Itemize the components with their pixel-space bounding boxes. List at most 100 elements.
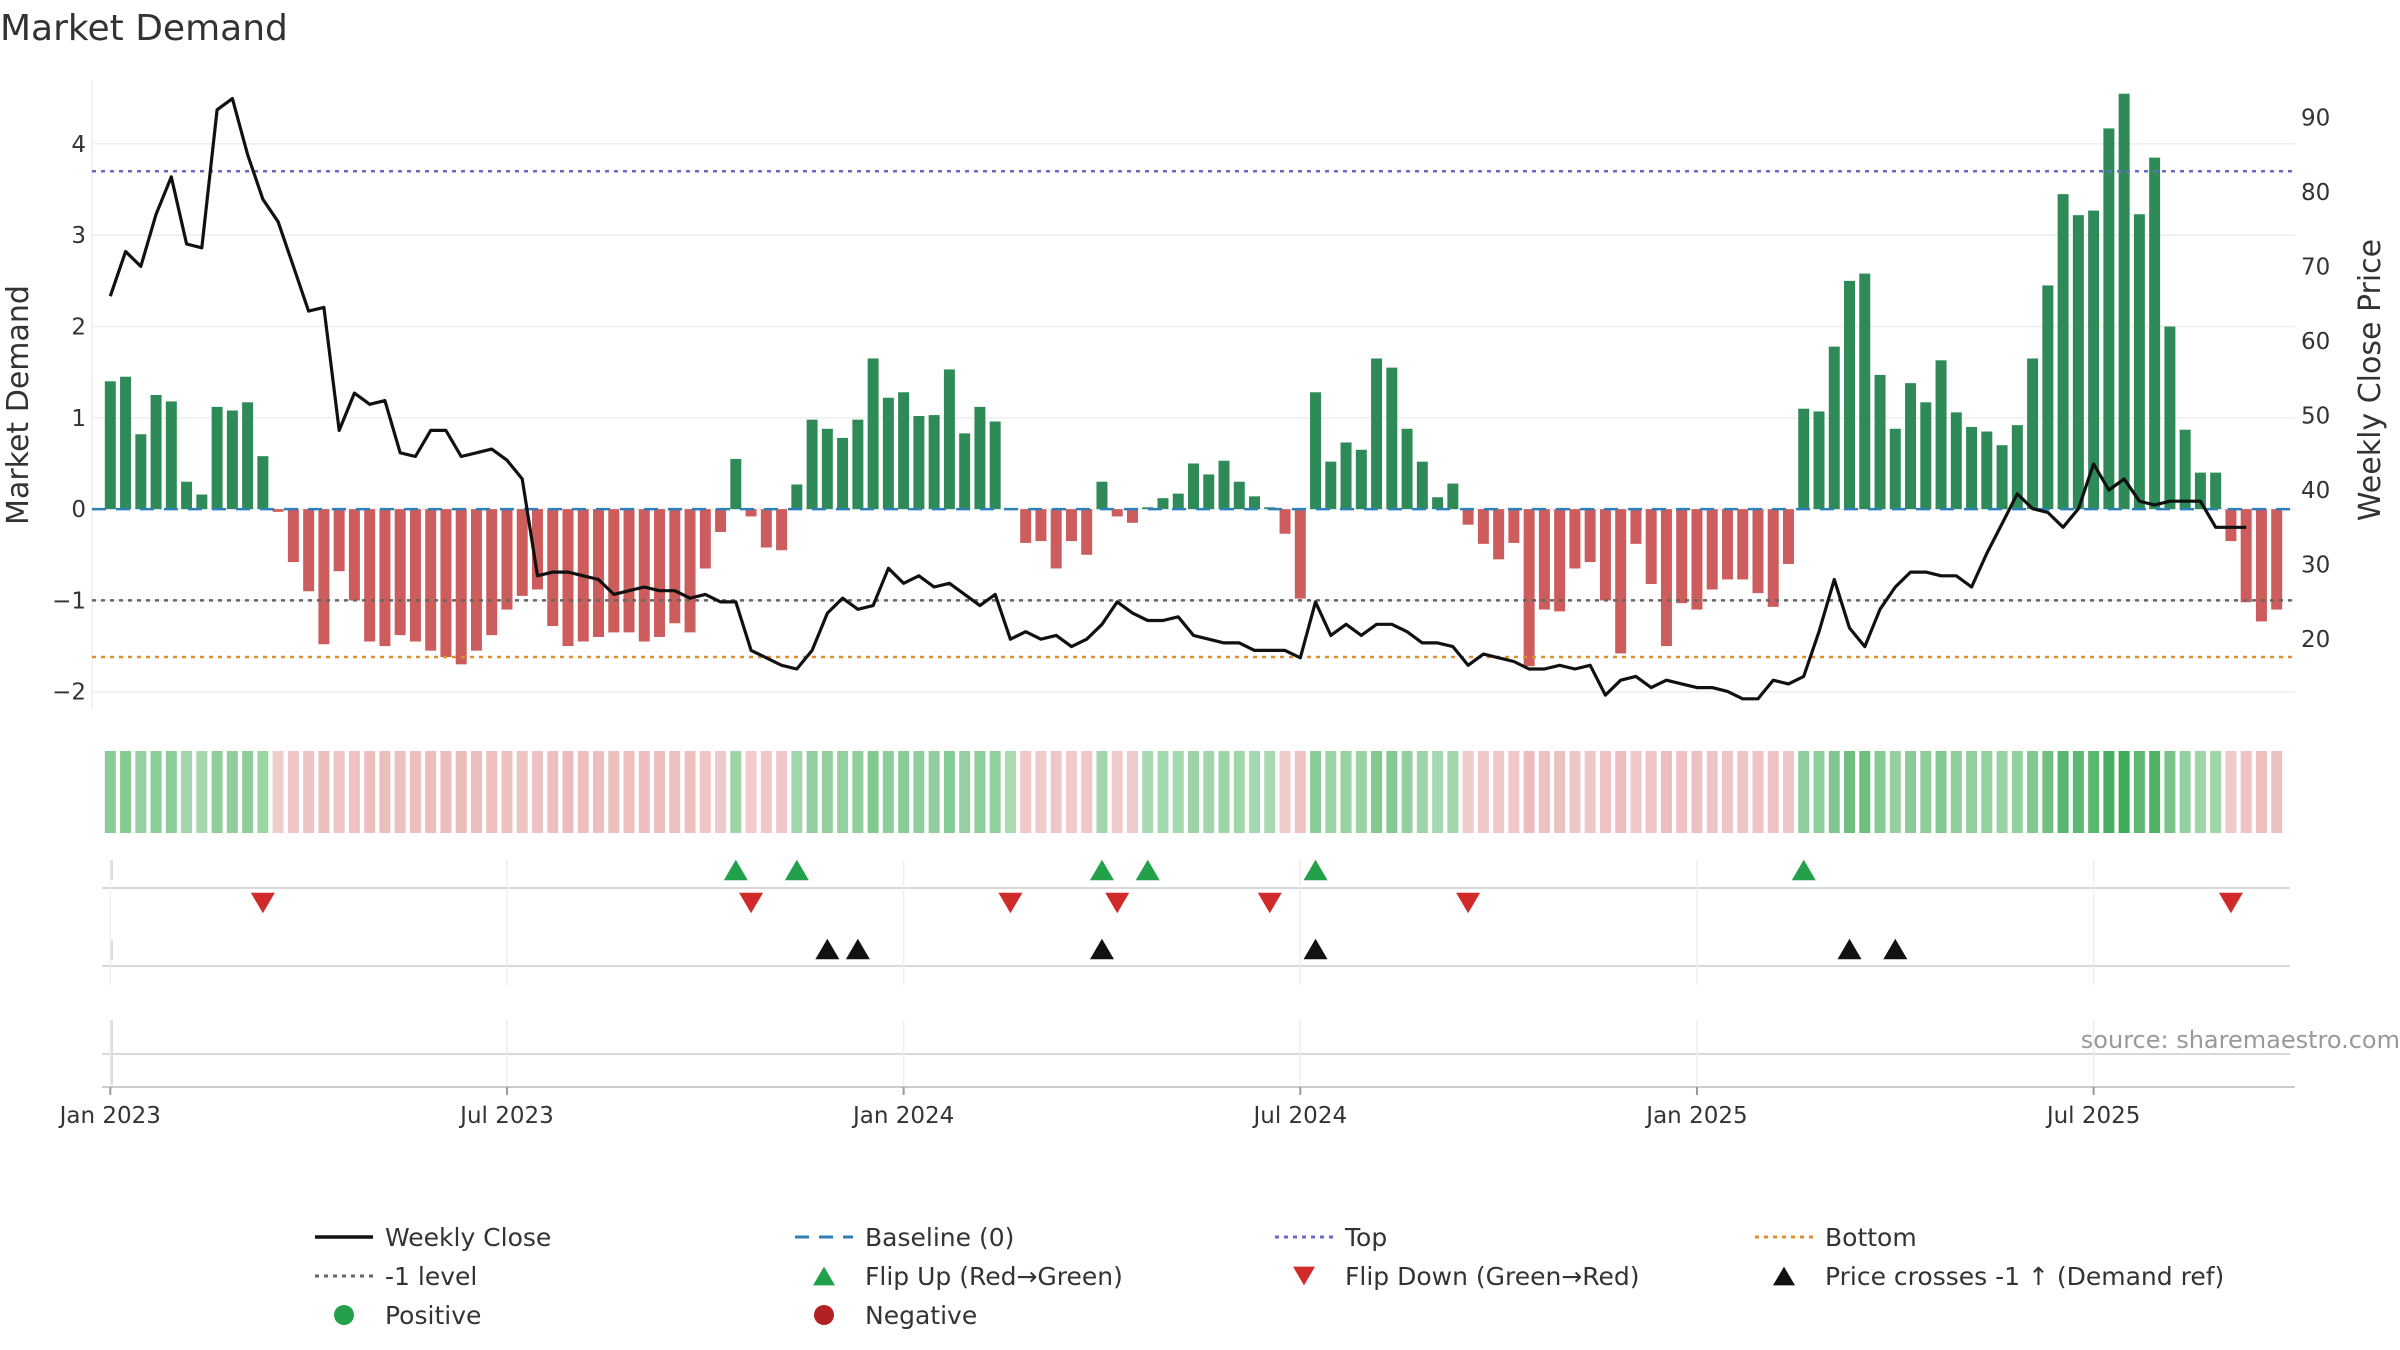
demand-bar	[120, 376, 132, 510]
demand-bar	[1737, 509, 1749, 580]
demand-bar	[2240, 509, 2252, 603]
heat-cell	[1065, 751, 1077, 833]
heat-cell	[2164, 751, 2176, 833]
demand-bar	[776, 509, 788, 551]
heat-cell	[1325, 751, 1337, 833]
signal-panels	[102, 859, 2295, 1088]
demand-bar	[272, 509, 284, 512]
demand-bar	[684, 509, 696, 633]
heat-cell	[1874, 751, 1886, 833]
y-axis-ticks: 4 3 2 1 0 −1 −2	[52, 132, 86, 706]
legend-label: Top	[1344, 1223, 1387, 1252]
legend-item: Bottom	[1755, 1223, 1917, 1252]
heat-cell	[1554, 751, 1566, 833]
demand-bar	[1401, 428, 1413, 510]
demand-bar	[1508, 509, 1520, 543]
demand-bar	[1981, 431, 1993, 510]
heat-cell	[196, 751, 208, 833]
heat-cell	[2179, 751, 2191, 833]
y2-tick-label: 60	[2301, 329, 2330, 355]
heat-cell	[1172, 751, 1184, 833]
legend-label: Flip Down (Green→Red)	[1345, 1262, 1640, 1291]
y-tick-label: 3	[71, 223, 86, 249]
heat-cell	[1096, 751, 1108, 833]
heat-cell	[1111, 751, 1123, 833]
legend-item: -1 level	[315, 1262, 477, 1291]
heat-cell	[211, 751, 223, 833]
demand-bars	[104, 93, 2283, 667]
demand-bar	[1676, 509, 1688, 604]
demand-bar	[1966, 426, 1978, 510]
heat-cell	[1371, 751, 1383, 833]
demand-bar	[1905, 383, 1917, 510]
y2-tick-label: 20	[2301, 627, 2330, 653]
heat-cell	[776, 751, 788, 833]
heat-cell	[348, 751, 360, 833]
heat-cell	[623, 751, 635, 833]
heat-cell	[1386, 751, 1398, 833]
demand-bar	[2133, 214, 2145, 510]
demand-bar	[1386, 367, 1398, 510]
legend-swatch-triangle-up	[1773, 1266, 1795, 1286]
demand-bar	[699, 509, 711, 569]
heat-cell	[913, 751, 925, 833]
legend-swatch-triangle-down	[1293, 1266, 1315, 1286]
demand-bar	[486, 509, 498, 636]
heat-cell	[1493, 751, 1505, 833]
heat-cell	[470, 751, 482, 833]
demand-bar	[608, 509, 620, 633]
heat-cell	[1783, 751, 1794, 833]
heat-cell	[821, 751, 833, 833]
heat-cell	[120, 751, 132, 833]
demand-bar	[1249, 496, 1261, 510]
x-tick-label: Jan 2023	[58, 1103, 161, 1129]
heat-cell	[989, 751, 1001, 833]
source-label: source: sharemaestro.com	[2081, 1026, 2400, 1054]
weekly-close-line	[108, 96, 2247, 701]
demand-bar	[821, 428, 833, 510]
heat-cell	[1142, 751, 1154, 833]
heat-cell	[226, 751, 238, 833]
heat-cell	[181, 751, 193, 833]
flip-up-marker	[1135, 859, 1160, 881]
demand-bar	[623, 509, 635, 633]
flip-down-marker	[250, 892, 275, 914]
heat-cell	[760, 751, 772, 833]
demand-bar	[150, 395, 162, 510]
heat-cell	[104, 751, 116, 833]
demand-bar	[1615, 509, 1627, 654]
heat-cell	[257, 751, 269, 833]
demand-bar	[715, 509, 727, 532]
demand-bar	[1721, 509, 1733, 580]
heat-cell	[852, 751, 864, 833]
heat-cell	[2133, 751, 2145, 833]
demand-bar	[1874, 374, 1886, 510]
demand-bar	[760, 509, 772, 548]
demand-bar	[1752, 509, 1764, 594]
legend-label: Weekly Close	[385, 1223, 551, 1252]
price-cross-marker	[815, 938, 840, 960]
x-tick-label: Jul 2023	[458, 1103, 554, 1129]
demand-bar	[852, 419, 864, 510]
flip-down-marker	[1105, 892, 1130, 914]
y-tick-label: 4	[71, 132, 86, 158]
price-cross-marker	[1883, 938, 1908, 960]
y2-tick-label: 50	[2301, 404, 2330, 430]
heat-cell	[1050, 751, 1062, 833]
heat-cell	[1981, 751, 1993, 833]
heat-cell	[531, 751, 543, 833]
heat-cell	[684, 751, 696, 833]
demand-bar	[364, 509, 376, 642]
demand-bar	[1859, 273, 1871, 510]
heat-cell	[882, 751, 894, 833]
demand-bar	[2149, 157, 2161, 510]
heat-cell	[2194, 751, 2206, 833]
heat-cell	[1249, 751, 1261, 833]
y2-tick-label: 30	[2301, 553, 2330, 579]
legend-label: -1 level	[385, 1262, 477, 1291]
heat-cell	[1081, 751, 1093, 833]
heat-cell	[272, 751, 284, 833]
demand-bar	[1889, 428, 1901, 510]
heat-cell	[2118, 751, 2130, 833]
